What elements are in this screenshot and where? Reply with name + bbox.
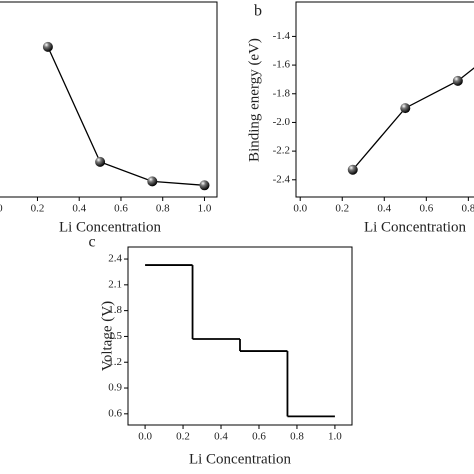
y-axis-label: Voltage (V) [99,301,115,371]
y-tick-label: -1.8 [273,87,291,99]
chart-panel: 0.0 0.2 0.4 0.6 0.8 1.0 0.6 0.9 1.2 1.5 1.8 2.1 2.4 L… [88,234,353,467]
y-tick-label: 0.9 [108,382,122,394]
y-tick-label: 0.6 [108,407,122,419]
plot-frame [127,246,353,426]
y-tick-label: -2.0 [273,116,291,128]
y-tick-label: 2.4 [108,253,122,265]
data-point [347,164,358,175]
x-axis-label: Li Concentration [364,219,467,235]
data-point [199,180,210,191]
data-point [400,103,411,114]
x-tick-label: 0.2 [335,203,349,215]
x-tick-label: 1.0 [328,431,342,443]
data-point [452,75,463,86]
y-tick-label: -2.4 [273,173,291,185]
data-point [95,156,106,167]
x-tick-label: 0.6 [419,203,433,215]
x-tick-label: 0.4 [214,431,228,443]
x-axis-label: Li Concentration [189,451,292,467]
data-point [42,41,53,52]
panel-label: c [88,234,95,251]
x-tick-label: 0.0 [138,431,152,443]
x-tick-label: 0.2 [176,431,190,443]
x-tick-label: 0.0 [0,203,3,215]
x-tick-label: 0.2 [31,203,45,215]
x-tick-label: 0.6 [252,431,266,443]
x-tick-label: 0.4 [377,203,391,215]
data-point [147,176,158,187]
y-tick-label: 2.1 [108,278,122,290]
x-tick-label: 0.8 [461,203,474,215]
y-tick-label: 1.8 [108,304,122,316]
panel-label: b [254,3,262,20]
data-line [352,67,474,171]
x-axis-label: Li Concentration [59,219,162,235]
chart-panel: 0.0 0.2 0.4 0.6 0.8 1.0 Li Concentration [0,1,218,235]
x-tick-label: 1.0 [198,203,212,215]
plot-frame [0,1,218,198]
plot-frame [295,1,474,198]
y-tick-label: -1.4 [273,30,291,42]
x-tick-label: 0.0 [293,203,307,215]
x-tick-label: 0.8 [290,431,304,443]
data-line [47,46,205,186]
x-tick-label: 0.4 [72,203,86,215]
y-tick-label: 1.5 [108,330,122,342]
x-tick-label: 0.6 [114,203,128,215]
y-tick-label: -2.2 [273,145,290,157]
x-tick-label: 0.8 [156,203,170,215]
y-axis-label: Binding energy (eV) [246,38,262,162]
y-tick-label: 1.2 [108,356,122,368]
chart-panel: 0.00.20.40.60.81.0-2.4-2.2-2.0-1.8-1.6-1… [246,1,474,235]
y-tick-label: -1.6 [273,59,291,71]
